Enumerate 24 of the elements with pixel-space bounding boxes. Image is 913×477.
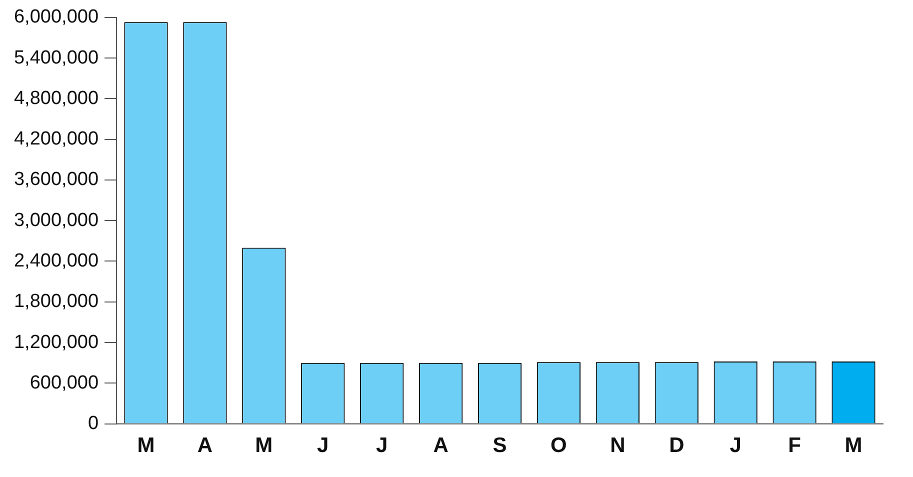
x-tick-label: J xyxy=(376,434,388,458)
x-tick-label: M xyxy=(137,434,155,458)
x-tick-label: F xyxy=(788,434,802,458)
x-tick-label: A xyxy=(433,434,448,458)
x-tick-label: A xyxy=(197,434,213,458)
y-tick-label: 4,800,000 xyxy=(14,88,99,109)
x-tick-label: N xyxy=(610,434,626,458)
y-tick-label: 3,600,000 xyxy=(14,169,99,190)
y-tick-label: 1,200,000 xyxy=(14,332,99,353)
x-tick-label: S xyxy=(492,434,507,458)
x-tick-label: J xyxy=(730,434,742,458)
y-tick-label: 5,400,000 xyxy=(14,47,99,68)
x-tick-label: J xyxy=(317,434,329,458)
x-tick-label: M xyxy=(255,434,273,458)
x-tick-label: M xyxy=(844,434,862,458)
y-tick-label: 600,000 xyxy=(30,372,99,394)
y-tick-label: 3,000,000 xyxy=(14,210,99,231)
y-tick-label: 1,800,000 xyxy=(14,291,99,312)
y-tick-label: 2,400,000 xyxy=(14,250,99,272)
x-tick-label: D xyxy=(669,434,684,458)
y-tick-label: 4,200,000 xyxy=(14,128,99,150)
y-tick-label: 6,000,000 xyxy=(14,6,99,28)
x-tick-label: O xyxy=(550,434,567,458)
y-tick-label: 0 xyxy=(88,413,99,434)
